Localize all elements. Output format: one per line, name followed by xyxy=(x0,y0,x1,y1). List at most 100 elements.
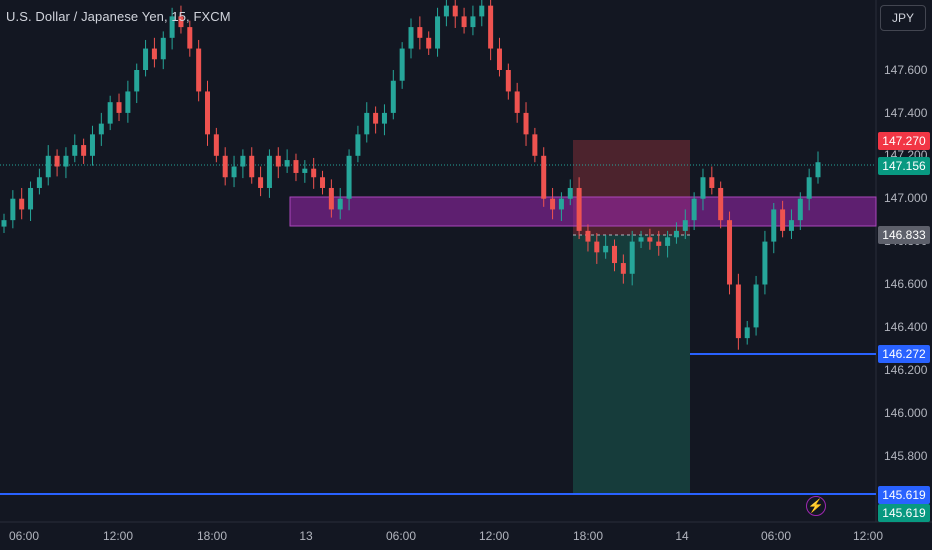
candle-body xyxy=(682,220,688,231)
candle-body xyxy=(346,155,352,199)
candle-body xyxy=(452,5,458,17)
candle-body xyxy=(665,237,671,246)
profit-price-tag[interactable]: 145.619 xyxy=(878,504,930,522)
candle-body xyxy=(638,237,644,242)
candle-body xyxy=(558,198,564,210)
candle-body xyxy=(744,327,750,339)
candle-body xyxy=(160,37,166,60)
candle-body xyxy=(753,284,759,328)
entry-price-tag[interactable]: 146.833 xyxy=(878,226,930,244)
candle-body xyxy=(125,91,131,113)
candle-body xyxy=(381,112,387,124)
candle-body xyxy=(656,241,662,246)
support-price-tag[interactable]: 145.619 xyxy=(878,486,930,504)
candle-body xyxy=(550,198,556,210)
candle-body xyxy=(240,155,246,167)
candle-body xyxy=(488,5,494,49)
candle-body xyxy=(63,155,69,167)
supply-zone[interactable] xyxy=(289,196,877,227)
candle-body xyxy=(461,16,467,28)
candle-body xyxy=(320,177,326,188)
candle-body xyxy=(364,112,370,135)
candle-body xyxy=(107,102,113,124)
time-tick: 12:00 xyxy=(852,529,884,543)
price-tick: 146.400 xyxy=(884,320,928,334)
candle-body xyxy=(311,168,317,178)
candle-body xyxy=(178,16,184,28)
candle-body xyxy=(293,160,299,173)
bolt-icon[interactable]: ⚡ xyxy=(806,496,826,516)
candle-body xyxy=(603,245,609,253)
candle-body xyxy=(284,160,290,167)
candle-body xyxy=(373,112,379,124)
candle-body xyxy=(81,145,87,156)
candle-body xyxy=(89,134,95,156)
candle-body xyxy=(691,198,697,221)
candle-body xyxy=(328,187,334,210)
symbol-title: U.S. Dollar / Japanese Yen, 15, FXCM xyxy=(6,9,231,24)
candle-body xyxy=(72,145,78,156)
candle-body xyxy=(36,177,42,188)
candle-body xyxy=(231,166,237,178)
candle-body xyxy=(222,155,228,178)
candle-body xyxy=(435,16,441,49)
time-tick: 13 xyxy=(299,529,313,543)
candle-body xyxy=(258,177,264,188)
candle-body xyxy=(709,177,715,188)
price-tick: 147.000 xyxy=(884,191,928,205)
candle-body xyxy=(771,209,777,242)
candle-body xyxy=(700,177,706,199)
time-tick: 12:00 xyxy=(102,529,134,543)
target-price-tag[interactable]: 146.272 xyxy=(878,345,930,363)
candle-body xyxy=(213,134,219,156)
candle-body xyxy=(673,230,679,238)
candle-body xyxy=(594,241,600,253)
candle-body xyxy=(788,220,794,231)
candle-body xyxy=(408,27,414,49)
take-profit-box[interactable] xyxy=(573,235,690,494)
candle-body xyxy=(196,48,202,92)
candle-body xyxy=(470,16,476,28)
candle-body xyxy=(727,220,733,285)
candle-body xyxy=(249,155,255,178)
candle-body xyxy=(585,230,591,242)
candle-body xyxy=(612,245,617,264)
candle-body xyxy=(815,162,821,178)
candle-body xyxy=(417,27,423,38)
candle-body xyxy=(762,241,768,285)
candle-body xyxy=(302,168,308,173)
candle-body xyxy=(496,48,502,70)
candle-body xyxy=(620,263,626,274)
stop-price-tag[interactable]: 147.270 xyxy=(878,132,930,150)
candle-body xyxy=(797,198,803,221)
candle-body xyxy=(505,70,511,92)
time-tick: 06:00 xyxy=(8,529,40,543)
candle-body xyxy=(541,155,547,199)
price-tick: 146.200 xyxy=(884,363,928,377)
time-tick: 06:00 xyxy=(760,529,792,543)
candle-body xyxy=(54,155,60,167)
candle-body xyxy=(567,187,573,199)
currency-button[interactable]: JPY xyxy=(880,5,926,31)
candle-body xyxy=(629,241,635,274)
candle-body xyxy=(523,112,529,135)
candle-body xyxy=(205,91,210,135)
candle-body xyxy=(98,123,104,135)
candle-body xyxy=(718,187,724,221)
candle-body xyxy=(28,187,34,210)
price-tick: 147.600 xyxy=(884,63,928,77)
price-tick: 147.400 xyxy=(884,106,928,120)
candle-body xyxy=(134,70,140,92)
candle-body xyxy=(266,155,272,188)
candle-body xyxy=(169,16,175,38)
candle-body xyxy=(479,5,485,17)
candle-body xyxy=(45,155,51,178)
candle-body xyxy=(647,237,653,242)
current-price-tag: 147.156 xyxy=(878,157,930,175)
candle-body xyxy=(576,187,582,231)
candle-body xyxy=(337,198,343,210)
candle-body xyxy=(275,155,281,167)
candle-body xyxy=(151,48,157,60)
candle-body xyxy=(735,284,741,339)
